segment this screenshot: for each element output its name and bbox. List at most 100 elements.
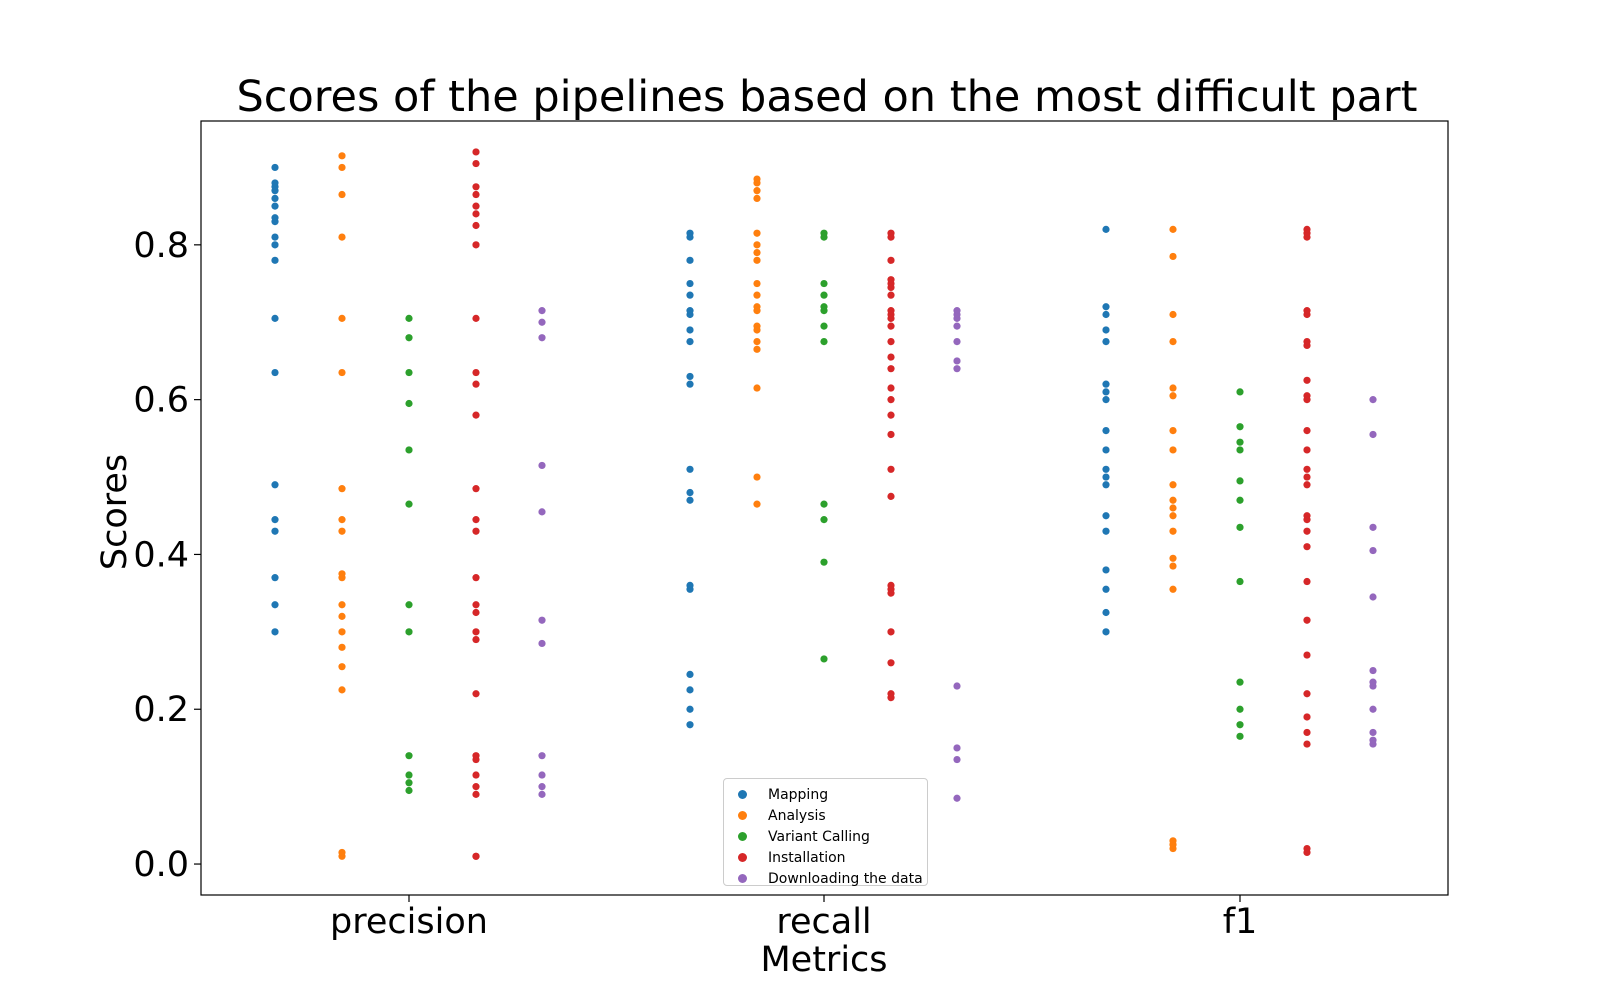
point-variant-calling xyxy=(1236,721,1244,729)
point-installation xyxy=(887,256,895,264)
point-mapping xyxy=(686,705,694,713)
point-mapping xyxy=(686,581,694,590)
point-analysis xyxy=(338,190,346,199)
point-installation xyxy=(1303,446,1311,454)
point-analysis xyxy=(338,163,346,172)
point-downloading-the-data xyxy=(953,322,961,330)
point-analysis xyxy=(338,601,346,609)
point-installation xyxy=(472,752,480,760)
point-mapping xyxy=(1102,608,1110,617)
point-installation xyxy=(472,635,480,644)
point-downloading-the-data xyxy=(538,508,546,516)
point-analysis xyxy=(338,233,346,241)
point-mapping xyxy=(1102,512,1110,520)
point-installation xyxy=(1303,225,1311,233)
point-mapping xyxy=(271,256,279,264)
point-variant-calling xyxy=(820,500,828,508)
point-downloading-the-data xyxy=(953,337,961,346)
point-installation xyxy=(887,411,895,419)
point-installation xyxy=(1303,713,1311,721)
y-tick-label: 0.6 xyxy=(133,381,189,421)
point-installation xyxy=(472,771,480,779)
point-analysis xyxy=(1169,384,1177,392)
point-mapping xyxy=(1102,303,1110,311)
point-mapping xyxy=(686,380,694,388)
point-mapping xyxy=(1102,337,1110,346)
point-mapping xyxy=(1102,473,1110,481)
point-variant-calling xyxy=(1236,705,1244,713)
axes-layer: 0.0 0.2 0.4 0.6 0.8 precision recall f1 xyxy=(133,226,1257,942)
point-mapping xyxy=(271,179,279,187)
point-downloading-the-data xyxy=(1369,523,1377,531)
point-installation xyxy=(1303,616,1311,624)
point-installation xyxy=(1303,690,1311,698)
point-installation xyxy=(887,307,895,315)
point-mapping xyxy=(271,516,279,524)
point-analysis xyxy=(1169,310,1177,319)
point-analysis xyxy=(338,643,346,651)
point-analysis xyxy=(753,229,761,237)
point-downloading-the-data xyxy=(538,307,546,315)
point-analysis xyxy=(753,337,761,346)
point-downloading-the-data xyxy=(538,639,546,648)
point-installation xyxy=(472,516,480,524)
point-analysis xyxy=(753,345,761,353)
point-analysis xyxy=(753,256,761,264)
point-installation xyxy=(887,322,895,330)
point-mapping xyxy=(1102,481,1110,489)
point-analysis xyxy=(338,152,346,160)
point-variant-calling xyxy=(405,368,413,377)
point-installation xyxy=(472,368,480,377)
point-analysis xyxy=(1169,392,1177,400)
point-installation xyxy=(1303,728,1311,737)
point-installation xyxy=(472,183,480,191)
point-analysis xyxy=(1169,527,1177,535)
point-variant-calling xyxy=(1236,438,1244,446)
point-installation xyxy=(472,628,480,636)
y-axis-label: Scores xyxy=(95,454,135,570)
point-analysis xyxy=(753,291,761,299)
point-mapping xyxy=(271,574,279,582)
point-variant-calling xyxy=(1236,523,1244,531)
point-analysis xyxy=(338,527,346,535)
point-variant-calling xyxy=(820,279,828,288)
point-installation xyxy=(472,690,480,698)
y-tick-label: 0.8 xyxy=(133,226,189,266)
point-installation xyxy=(472,601,480,609)
point-variant-calling xyxy=(1236,446,1244,454)
point-analysis xyxy=(753,303,761,311)
point-analysis xyxy=(338,686,346,694)
point-analysis xyxy=(1169,252,1177,261)
point-mapping xyxy=(1102,527,1110,535)
point-analysis xyxy=(338,516,346,524)
point-variant-calling xyxy=(820,655,828,663)
point-downloading-the-data xyxy=(1369,678,1377,686)
point-downloading-the-data xyxy=(1369,728,1377,737)
point-analysis xyxy=(753,187,761,195)
point-installation xyxy=(472,527,480,535)
point-analysis xyxy=(1169,562,1177,570)
point-variant-calling xyxy=(1236,678,1244,686)
point-downloading-the-data xyxy=(538,334,546,342)
legend-entry: Mapping xyxy=(734,784,927,805)
point-installation xyxy=(887,384,895,392)
legend-entry: Variant Calling xyxy=(734,826,927,847)
point-mapping xyxy=(271,194,279,202)
point-variant-calling xyxy=(1236,732,1244,740)
point-installation xyxy=(1303,465,1311,473)
point-installation xyxy=(472,241,480,249)
point-installation xyxy=(1303,473,1311,481)
legend-label: Installation xyxy=(768,849,846,866)
point-analysis xyxy=(1169,504,1177,512)
point-variant-calling xyxy=(405,601,413,609)
point-variant-calling xyxy=(820,303,828,311)
point-downloading-the-data xyxy=(1369,666,1377,675)
point-variant-calling xyxy=(820,291,828,299)
point-mapping xyxy=(1102,380,1110,388)
point-mapping xyxy=(686,256,694,264)
point-downloading-the-data xyxy=(538,771,546,779)
point-mapping xyxy=(1102,446,1110,454)
point-installation xyxy=(1303,740,1311,748)
point-downloading-the-data xyxy=(953,365,961,373)
point-mapping xyxy=(271,314,279,322)
